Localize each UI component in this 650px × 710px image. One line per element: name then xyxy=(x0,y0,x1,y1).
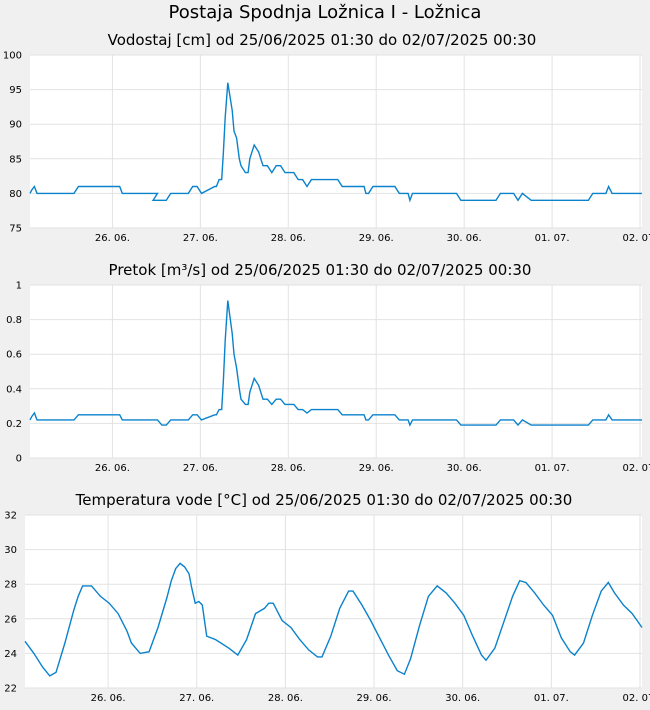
water-level-x-tick-label: 27. 06. xyxy=(183,233,218,244)
discharge-y-tick-label: 1 xyxy=(16,281,22,292)
water-temperature-x-tick-label: 02. 07. xyxy=(623,693,650,704)
water-level-x-tick-label: 01. 07. xyxy=(535,233,570,244)
water-level-chart: Vodostaj [cm] od 25/06/2025 01:30 do 02/… xyxy=(3,31,650,244)
discharge-chart: Pretok [m³/s] od 25/06/2025 01:30 do 02/… xyxy=(6,261,650,474)
discharge-y-tick-label: 0.2 xyxy=(6,419,22,430)
discharge-y-tick-label: 0.8 xyxy=(6,315,22,326)
water-temperature-series-line xyxy=(24,562,643,677)
discharge-x-tick-label: 27. 06. xyxy=(183,463,218,474)
water-temperature-y-tick-label: 32 xyxy=(4,511,17,522)
water-temperature-y-tick-label: 22 xyxy=(4,684,17,695)
water-temperature-y-tick-label: 24 xyxy=(4,649,17,660)
water-level-x-tick-label: 02. 07. xyxy=(623,233,650,244)
discharge-x-tick-label: 01. 07. xyxy=(535,463,570,474)
discharge-x-tick-label: 26. 06. xyxy=(95,463,130,474)
discharge-plot-area xyxy=(30,285,642,458)
water-level-x-tick-label: 29. 06. xyxy=(359,233,394,244)
water-level-y-tick-label: 90 xyxy=(9,120,22,131)
discharge-x-tick-label: 29. 06. xyxy=(359,463,394,474)
page-title: Postaja Spodnja Ložnica I - Ložnica xyxy=(168,2,482,23)
water-level-plot-area xyxy=(30,55,642,228)
discharge-chart-title: Pretok [m³/s] od 25/06/2025 01:30 do 02/… xyxy=(109,261,532,279)
water-temperature-x-tick-label: 26. 06. xyxy=(91,693,126,704)
water-temperature-y-tick-label: 26 xyxy=(4,614,17,625)
water-level-y-tick-label: 95 xyxy=(9,85,22,96)
discharge-y-tick-label: 0 xyxy=(16,454,22,465)
discharge-x-tick-label: 02. 07. xyxy=(623,463,650,474)
water-temperature-chart: Temperatura vode [°C] od 25/06/2025 01:3… xyxy=(4,491,650,704)
discharge-x-tick-label: 30. 06. xyxy=(447,463,482,474)
water-temperature-x-tick-label: 29. 06. xyxy=(357,693,392,704)
discharge-y-tick-label: 0.4 xyxy=(6,384,22,395)
water-level-chart-title: Vodostaj [cm] od 25/06/2025 01:30 do 02/… xyxy=(108,31,537,49)
water-temperature-y-tick-label: 30 xyxy=(4,545,17,556)
water-level-y-tick-label: 100 xyxy=(3,51,22,62)
discharge-x-tick-label: 28. 06. xyxy=(271,463,306,474)
water-temperature-x-tick-label: 27. 06. xyxy=(179,693,214,704)
water-temperature-x-tick-label: 28. 06. xyxy=(268,693,303,704)
water-level-y-tick-label: 80 xyxy=(9,189,22,200)
discharge-series-line xyxy=(29,300,642,427)
water-level-y-tick-label: 75 xyxy=(9,224,22,235)
water-level-x-tick-label: 30. 06. xyxy=(447,233,482,244)
water-level-x-tick-label: 26. 06. xyxy=(95,233,130,244)
water-temperature-x-tick-label: 01. 07. xyxy=(534,693,569,704)
water-temperature-plot-area xyxy=(25,515,642,688)
water-level-y-tick-label: 85 xyxy=(9,154,22,165)
discharge-y-tick-label: 0.6 xyxy=(6,350,22,361)
water-level-series-line xyxy=(29,82,642,203)
water-temperature-y-tick-label: 28 xyxy=(4,580,17,591)
water-level-x-tick-label: 28. 06. xyxy=(271,233,306,244)
water-temperature-chart-title: Temperatura vode [°C] od 25/06/2025 01:3… xyxy=(75,491,573,509)
water-temperature-x-tick-label: 30. 06. xyxy=(445,693,480,704)
